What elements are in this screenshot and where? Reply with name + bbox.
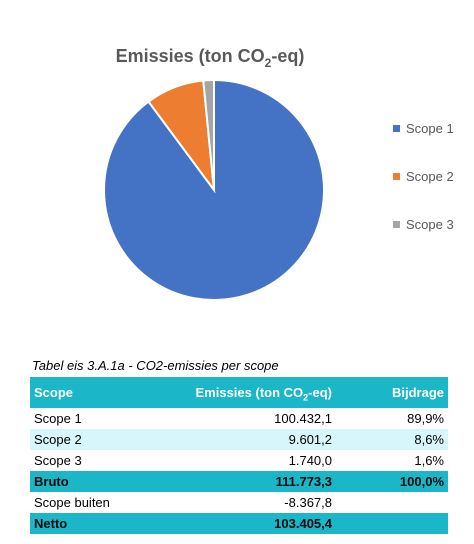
- header-scope: Scope: [30, 377, 188, 408]
- row-scope: Scope buiten: [30, 492, 188, 513]
- row-scope: Netto: [30, 513, 188, 534]
- legend-swatch: [393, 173, 400, 180]
- emissions-table: Scope Emissies (ton CO2-eq) Bijdrage Sco…: [30, 377, 448, 534]
- legend-swatch: [393, 125, 400, 132]
- row-scope: Bruto: [30, 471, 188, 492]
- table-row: Scope buiten -8.367,8: [30, 492, 448, 513]
- table-row: Scope 2 9.601,2 8,6%: [30, 429, 448, 450]
- row-emissions: 100.432,1: [188, 408, 336, 429]
- row-share: [336, 492, 448, 513]
- row-emissions: 103.405,4: [188, 513, 336, 534]
- row-scope: Scope 3: [30, 450, 188, 471]
- legend-label: Scope 3: [406, 217, 454, 232]
- row-scope: Scope 2: [30, 429, 188, 450]
- row-share: 8,6%: [336, 429, 448, 450]
- table-row: Scope 3 1.740,0 1,6%: [30, 450, 448, 471]
- table-header-row: Scope Emissies (ton CO2-eq) Bijdrage: [30, 377, 448, 408]
- row-emissions: 111.773,3: [188, 471, 336, 492]
- header-share: Bijdrage: [336, 377, 448, 408]
- row-emissions: 9.601,2: [188, 429, 336, 450]
- pie-slices: [103, 78, 326, 301]
- legend-label: Scope 1: [406, 121, 454, 136]
- legend-label: Scope 2: [406, 169, 454, 184]
- header-emissions: Emissies (ton CO2-eq): [188, 377, 336, 408]
- row-share: 89,9%: [336, 408, 448, 429]
- row-share: [336, 513, 448, 534]
- row-emissions: -8.367,8: [188, 492, 336, 513]
- legend-swatch: [393, 221, 400, 228]
- chart-legend: Scope 1 Scope 2 Scope 3: [393, 121, 454, 232]
- row-emissions: 1.740,0: [188, 450, 336, 471]
- table-caption: Tabel eis 3.A.1a - CO2-emissies per scop…: [32, 358, 279, 373]
- table-row-netto: Netto 103.405,4: [30, 513, 448, 534]
- row-share: 100,0%: [336, 471, 448, 492]
- pie-slice-scope-3: [202, 78, 215, 191]
- row-share: 1,6%: [336, 450, 448, 471]
- table-row: Scope 1 100.432,1 89,9%: [30, 408, 448, 429]
- row-scope: Scope 1: [30, 408, 188, 429]
- chart-title: Emissies (ton CO2-eq): [116, 46, 305, 70]
- table-row-bruto: Bruto 111.773,3 100,0%: [30, 471, 448, 492]
